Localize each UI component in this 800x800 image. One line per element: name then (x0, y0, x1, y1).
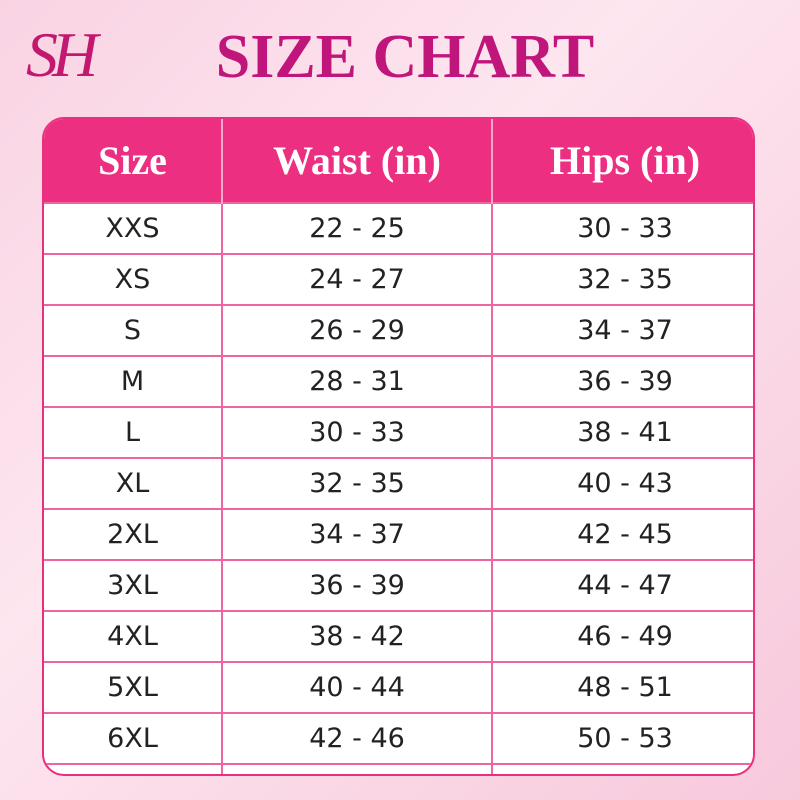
table-cell: L (44, 406, 222, 458)
table-cell: 42 - 46 (221, 712, 492, 764)
table-cell: 32 - 35 (221, 457, 492, 509)
table-cell: 26 - 29 (221, 304, 492, 356)
logo: SH (26, 19, 98, 90)
table-cell: S (44, 304, 222, 356)
table-cell: 36 - 39 (491, 355, 753, 407)
table-row: S 26 - 29 34 - 37 (44, 304, 753, 356)
table-cell: 50 - 53 (491, 712, 753, 764)
table-cell: 30 - 33 (491, 202, 753, 254)
table-cell: XL (44, 457, 222, 509)
table-cell: XS (44, 253, 222, 305)
table-row: 7XL44 - 5052 - 55 (44, 763, 753, 774)
table-cell: 5XL (44, 661, 222, 713)
table-cell: 4XL (44, 610, 222, 662)
header-row: Size Waist (in) Hips (in) (44, 119, 753, 203)
table-row: 6XL 42 - 46 50 - 53 (44, 712, 753, 764)
table-cell: 22 - 25 (221, 202, 492, 254)
table-cell: 30 - 33 (221, 406, 492, 458)
column-header: Size (44, 119, 222, 203)
table-cell: 36 - 39 (221, 559, 492, 611)
table-cell: M (44, 355, 222, 407)
table-cell: 52 - 55 (491, 763, 753, 774)
table-row: L 30 - 33 38 - 41 (44, 406, 753, 458)
title: SIZE CHART (215, 23, 595, 91)
table-cell: 40 - 44 (221, 661, 492, 713)
table-cell: 28 - 31 (221, 355, 492, 407)
table-row: 2XL 34 - 37 42 - 45 (44, 508, 753, 560)
table-cell: 3XL (44, 559, 222, 611)
table-body: XXS 22 - 25 30 - 33 XS 24 - 27 32 - 35 S 26 - 2… (44, 202, 753, 774)
table-cell: 44 - 50 (221, 763, 492, 774)
table-row: XL 32 - 35 40 - 43 (44, 457, 753, 509)
table-row: 5XL 40 - 44 48 - 51 (44, 661, 753, 713)
table-cell: 48 - 51 (491, 661, 753, 713)
size-table: Size Waist (in) Hips (in) XXS 22 - 25 30 - 3… (44, 119, 753, 774)
table-cell: 46 - 49 (491, 610, 753, 662)
table-cell: 6XL (44, 712, 222, 764)
table-cell: 2XL (44, 508, 222, 560)
table-row: 3XL 36 - 39 44 - 47 (44, 559, 753, 611)
table-cell: 38 - 41 (491, 406, 753, 458)
table-cell: 34 - 37 (221, 508, 492, 560)
column-header: Hips (in) (491, 119, 753, 203)
table-row: 4XL 38 - 42 46 - 49 (44, 610, 753, 662)
table-cell: 34 - 37 (491, 304, 753, 356)
table-row: XXS 22 - 25 30 - 33 (44, 202, 753, 254)
table-cell: 7XL (44, 763, 222, 774)
table-cell: 44 - 47 (491, 559, 753, 611)
table-cell: 32 - 35 (491, 253, 753, 305)
table-frame: Size Waist (in) Hips (in) XXS 22 - 25 30 - 3… (42, 117, 755, 776)
table-cell: 24 - 27 (221, 253, 492, 305)
column-header: Waist (in) (221, 119, 492, 203)
table-cell: 40 - 43 (491, 457, 753, 509)
table-cell: XXS (44, 202, 222, 254)
table-row: XS 24 - 27 32 - 35 (44, 253, 753, 305)
table-cell: 42 - 45 (491, 508, 753, 560)
table-row: M 28 - 31 36 - 39 (44, 355, 753, 407)
table-cell: 38 - 42 (221, 610, 492, 662)
